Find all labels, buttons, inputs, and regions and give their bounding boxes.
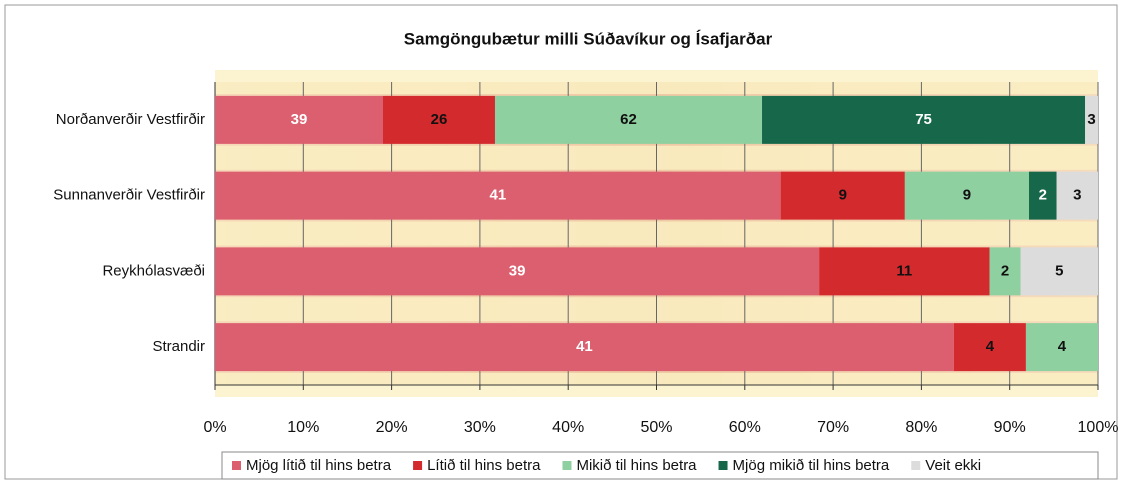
legend-label: Lítið til hins betra (427, 457, 541, 474)
x-tick-label: 60% (729, 419, 761, 436)
y-tick-label: Strandir (152, 338, 205, 355)
data-label: 4 (1058, 338, 1067, 355)
data-label: 2 (1001, 262, 1009, 279)
x-tick-label: 80% (905, 419, 937, 436)
y-tick-label: Norðanverðir Vestfirðir (56, 111, 205, 128)
bar-segment (762, 95, 1086, 144)
bar-segment (1020, 247, 1098, 296)
data-label: 62 (620, 111, 637, 128)
bar-segment (215, 171, 781, 220)
legend-swatch (911, 461, 921, 470)
bar-segment (1029, 171, 1057, 220)
data-label: 26 (431, 111, 448, 128)
bar-segment (1025, 323, 1098, 372)
data-label: 3 (1087, 111, 1095, 128)
x-tick-label: 70% (817, 419, 849, 436)
bar-segment (989, 247, 1021, 296)
data-label: 9 (839, 187, 847, 204)
bar-segment (382, 95, 495, 144)
bar-segment (904, 171, 1030, 220)
bar-segment (215, 323, 954, 372)
bar-segment (494, 95, 763, 144)
data-label: 3 (1073, 187, 1081, 204)
legend-swatch (232, 461, 241, 470)
x-tick-label: 50% (640, 419, 672, 436)
x-tick-label: 90% (994, 419, 1026, 436)
bar-segment (953, 323, 1026, 372)
data-label: 41 (489, 187, 506, 204)
data-label: 4 (986, 338, 995, 355)
bar-segment (819, 247, 990, 296)
x-tick-label: 30% (464, 419, 496, 436)
legend-swatch (718, 461, 728, 470)
x-tick-label: 0% (203, 419, 226, 436)
x-tick-label: 20% (376, 419, 408, 436)
data-label: 39 (509, 262, 526, 279)
legend-label: Mjög lítið til hins betra (246, 457, 392, 474)
legend-swatch (413, 461, 423, 470)
y-tick-label: Sunnanverðir Vestfirðir (53, 187, 205, 204)
data-label: 5 (1055, 262, 1063, 279)
x-tick-label: 40% (552, 419, 584, 436)
bar-segment (215, 95, 383, 144)
data-label: 2 (1039, 187, 1047, 204)
legend-label: Mikið til hins betra (576, 457, 697, 474)
data-label: 41 (576, 338, 593, 355)
x-tick-label: 10% (287, 419, 319, 436)
data-label: 39 (291, 111, 308, 128)
bar-segment (215, 247, 820, 296)
y-tick-label: Reykhólasvæði (102, 262, 205, 279)
legend-swatch (562, 461, 572, 470)
x-tick-label: 100% (1078, 419, 1119, 436)
data-label: 75 (915, 111, 932, 128)
bar-segment (1085, 95, 1098, 144)
data-label: 11 (896, 262, 912, 279)
bar-segment (780, 171, 905, 220)
data-label: 9 (963, 187, 971, 204)
legend-label: Veit ekki (925, 457, 981, 474)
bar-segment (1056, 171, 1098, 220)
chart-title: Samgöngubætur milli Súðavíkur og Ísafjar… (404, 29, 773, 48)
legend-box (221, 451, 1099, 480)
legend-label: Mjög mikið til hins betra (733, 457, 890, 474)
